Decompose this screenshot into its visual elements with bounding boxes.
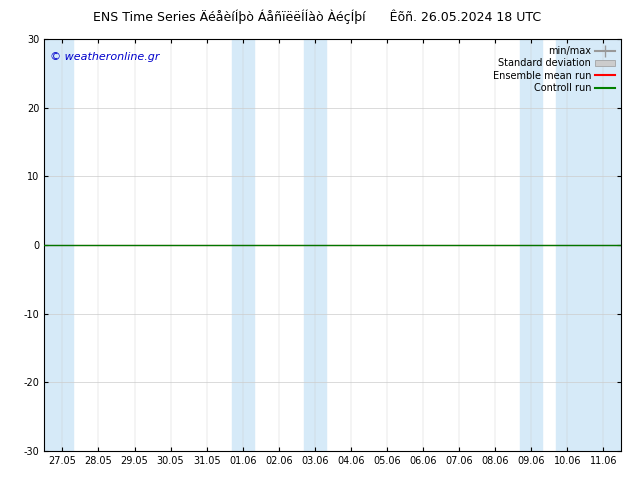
Text: ENS Time Series ÄéåèíÍþò ÁåñïëëÍÍàò ÀéçÍþí      Êõñ. 26.05.2024 18 UTC: ENS Time Series ÄéåèíÍþò ÁåñïëëÍÍàò ÀéçÍ… xyxy=(93,10,541,24)
Legend: min/max, Standard deviation, Ensemble mean run, Controll run: min/max, Standard deviation, Ensemble me… xyxy=(491,44,616,95)
Text: © weatheronline.gr: © weatheronline.gr xyxy=(50,51,160,62)
Bar xyxy=(44,39,73,451)
Bar xyxy=(304,39,326,451)
Bar xyxy=(557,39,621,451)
Bar xyxy=(232,39,254,451)
Bar xyxy=(521,39,542,451)
